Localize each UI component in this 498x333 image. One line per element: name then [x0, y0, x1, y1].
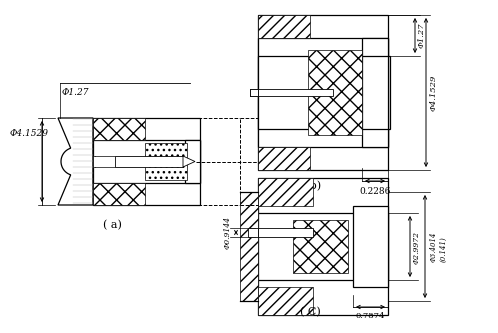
Bar: [362, 56, 388, 129]
Bar: [258, 287, 313, 315]
Bar: [258, 15, 388, 170]
Bar: [185, 140, 200, 183]
Bar: [258, 178, 388, 315]
Bar: [93, 183, 145, 205]
Text: Φ2.9972: Φ2.9972: [413, 230, 421, 263]
Bar: [240, 192, 258, 301]
Bar: [353, 206, 388, 287]
Text: Φ4.1529: Φ4.1529: [10, 129, 49, 138]
Text: Φ0.9144: Φ0.9144: [224, 216, 232, 249]
Bar: [250, 89, 258, 96]
Text: .1b): .1b): [299, 181, 321, 191]
Bar: [258, 178, 313, 206]
Polygon shape: [58, 118, 93, 205]
Polygon shape: [183, 156, 195, 167]
Bar: [115, 156, 183, 167]
Bar: [93, 156, 115, 167]
Bar: [258, 56, 390, 129]
Bar: [258, 213, 388, 280]
Text: Φ1.27: Φ1.27: [418, 23, 426, 48]
Text: 0.2286: 0.2286: [360, 187, 391, 196]
Bar: [145, 143, 187, 180]
Text: 0.7874: 0.7874: [356, 312, 385, 320]
Bar: [93, 118, 200, 205]
Text: Φ1.27: Φ1.27: [62, 88, 90, 97]
Bar: [248, 228, 258, 237]
Bar: [293, 220, 348, 273]
Bar: [258, 15, 310, 38]
Bar: [93, 118, 145, 140]
Bar: [362, 38, 388, 147]
Bar: [258, 228, 313, 237]
Bar: [258, 89, 333, 96]
Bar: [308, 50, 362, 135]
Text: ( C): ( C): [300, 307, 320, 317]
Text: Φ3.4014
(0.141): Φ3.4014 (0.141): [430, 232, 447, 262]
Bar: [258, 147, 310, 170]
Bar: [93, 140, 200, 183]
Text: ( a): ( a): [103, 220, 122, 230]
Bar: [258, 38, 388, 147]
Text: Φ4.1529: Φ4.1529: [430, 75, 438, 111]
